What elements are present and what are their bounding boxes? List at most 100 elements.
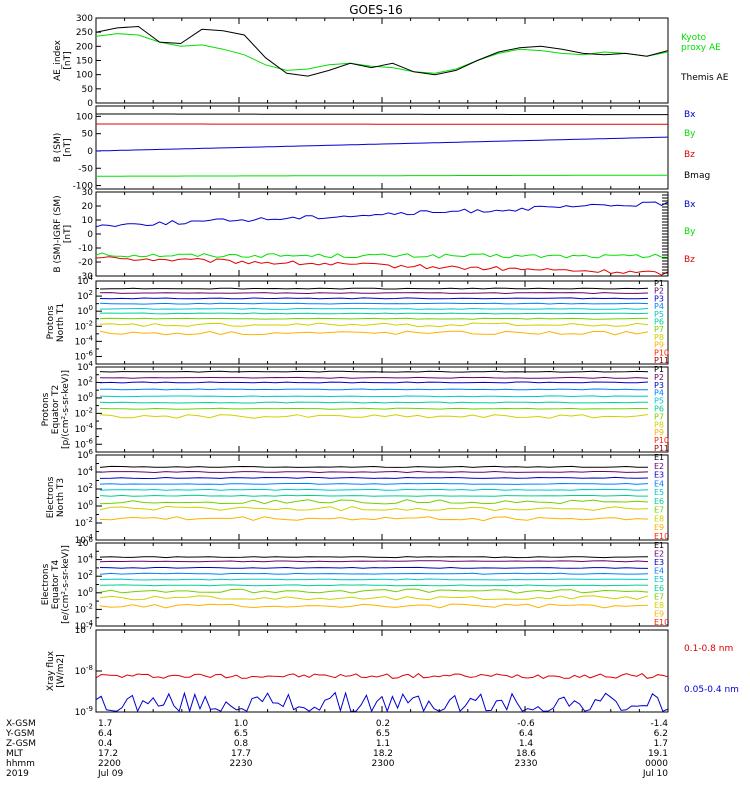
particles-2-y-tick-label: 10-4 bbox=[75, 422, 94, 435]
particles-1-channel-p7 bbox=[99, 317, 648, 320]
particles-3-channel-e3 bbox=[99, 476, 649, 480]
particles-3-legend-e8: E8 bbox=[654, 514, 664, 523]
xaxis-value: 6.5 bbox=[376, 729, 390, 739]
particles-2-legend-p2: P2 bbox=[654, 373, 664, 382]
panel-frame-3 bbox=[95, 191, 669, 277]
particles-4-legend-e4: E4 bbox=[654, 567, 664, 576]
ae-y-tick-label: 300 bbox=[76, 14, 93, 24]
xaxis-value: 1.0 bbox=[234, 719, 249, 729]
particles-2-legend-p4: P4 bbox=[654, 389, 664, 398]
b-igrf-y-tick-label: 0 bbox=[87, 230, 93, 240]
particles-2-legend-p10: P10 bbox=[654, 436, 669, 445]
b-sm-series-by bbox=[96, 174, 668, 177]
particles-2-legend-p1: P1 bbox=[654, 365, 664, 374]
b-sm-y-label-line: [nT] bbox=[63, 138, 73, 156]
xray-legend-long: 0.1-0.8 nm bbox=[684, 644, 733, 654]
particles-2-legend-p11: P11 bbox=[654, 444, 669, 453]
b-sm-y-tick-label: 100 bbox=[76, 112, 93, 122]
xaxis-row-2019: 2019 bbox=[6, 769, 29, 779]
particles-1-legend-p5: P5 bbox=[654, 310, 664, 319]
xaxis-value: 18.2 bbox=[373, 749, 393, 759]
particles-1-channel-p2 bbox=[99, 292, 649, 295]
b-igrf-legend-by: By bbox=[684, 227, 696, 237]
particles-3-y-tick-label: 104 bbox=[77, 465, 93, 478]
xaxis-row-x-gsm: X-GSM bbox=[6, 719, 36, 729]
b-igrf-y-label-line: B (SM)-IGRF (SM) bbox=[53, 195, 63, 272]
xaxis-value: 18.6 bbox=[516, 749, 536, 759]
particles-4-channel-e4 bbox=[99, 572, 649, 575]
particles-3-channel-e5 bbox=[99, 488, 649, 491]
xaxis-value: Jul 10 bbox=[642, 769, 668, 779]
xaxis-value: 6.4 bbox=[98, 729, 113, 739]
b-igrf-y-tick-label: -10 bbox=[78, 244, 93, 254]
xaxis-value: 1.4 bbox=[519, 739, 534, 749]
particles-2-channel-p8 bbox=[99, 414, 649, 419]
particles-1-channel-p4 bbox=[99, 302, 649, 305]
particles-4-channel-e8 bbox=[99, 595, 649, 601]
particles-1-y-label: Protons North T1 bbox=[46, 303, 66, 342]
ae-y-label-line: AE_index bbox=[53, 39, 63, 81]
particles-1-channel-p6 bbox=[100, 312, 649, 315]
xaxis-value: 1.7 bbox=[654, 739, 668, 749]
xaxis-value: 1.1 bbox=[376, 739, 390, 749]
xaxis-value: 1.7 bbox=[98, 719, 112, 729]
b-sm-y-tick-label: 50 bbox=[82, 130, 94, 140]
xaxis-value: 6.4 bbox=[519, 729, 534, 739]
ae-y-tick-label: 100 bbox=[76, 71, 93, 81]
particles-3-legend-e6: E6 bbox=[654, 497, 664, 506]
particles-4-y-tick-label: 10-2 bbox=[75, 602, 93, 615]
particles-4-y-tick-label: 106 bbox=[77, 536, 93, 549]
particles-2-legend-p3: P3 bbox=[654, 381, 664, 390]
particles-1-legend-p11: P11 bbox=[654, 356, 669, 365]
b-sm-y-tick-label: -100 bbox=[73, 182, 94, 192]
particles-4-y-label-line: Electrons bbox=[41, 563, 51, 605]
particles-3-legend-e4: E4 bbox=[654, 479, 664, 488]
particles-1-y-tick-label: 100 bbox=[77, 304, 93, 317]
xaxis-value: 17.7 bbox=[231, 749, 251, 759]
particles-1-legend-p7: P7 bbox=[654, 325, 664, 334]
particles-1-legend-p8: P8 bbox=[654, 333, 664, 342]
xaxis-value: 2330 bbox=[515, 759, 538, 769]
xaxis-value: 17.2 bbox=[98, 749, 118, 759]
particles-3-channel-e6 bbox=[99, 494, 648, 497]
particles-1-y-tick-label: 10-2 bbox=[75, 319, 93, 332]
particles-4-legend-e1: E1 bbox=[654, 541, 664, 550]
ae-y-label: AE_index [nT] bbox=[53, 39, 73, 81]
xaxis-row-y-gsm: Y-GSM bbox=[5, 729, 34, 739]
b-igrf-y-tick-label: -20 bbox=[78, 258, 93, 268]
b-sm-series-bmag bbox=[96, 113, 668, 116]
particles-1-legend-p4: P4 bbox=[654, 302, 664, 311]
particles-4-y-label-line: [e/(cm²-s-sr-keV)] bbox=[61, 545, 71, 624]
xaxis-value: 0000 bbox=[645, 759, 668, 769]
particles-2-channel-p4 bbox=[100, 388, 649, 391]
xaxis-value: 2200 bbox=[98, 759, 121, 769]
particles-1-y-tick-label: 10-4 bbox=[75, 334, 94, 347]
particles-4-y-tick-label: 104 bbox=[77, 553, 93, 566]
particles-2-legend-p7: P7 bbox=[654, 412, 664, 421]
particles-3-channel-e8 bbox=[99, 505, 649, 512]
particles-3-channel-e9 bbox=[99, 516, 649, 522]
particles-2-y-tick-label: 10-2 bbox=[75, 406, 93, 419]
particles-1-y-tick-label: 102 bbox=[77, 289, 93, 302]
particles-2-y-tick-label: 102 bbox=[77, 375, 93, 388]
particles-2-channel-p2 bbox=[99, 376, 649, 379]
particles-2-legend-p5: P5 bbox=[654, 397, 664, 406]
b-igrf-y-tick-label: 30 bbox=[82, 188, 94, 198]
particles-4-channel-e6 bbox=[99, 584, 649, 587]
particles-4-legend-e2: E2 bbox=[654, 550, 664, 559]
particles-4-legend-e3: E3 bbox=[654, 558, 664, 567]
b-sm-y-label-line: B (SM) bbox=[53, 133, 63, 163]
xray-legend-short: 0.05-0.4 nm bbox=[684, 685, 739, 695]
particles-1-y-tick-label: 104 bbox=[77, 274, 93, 287]
ae-y-tick-label: 0 bbox=[87, 99, 93, 109]
xaxis-value: 6.2 bbox=[654, 729, 668, 739]
xray-y-tick-label: 10-7 bbox=[75, 623, 93, 636]
particles-3-channel-e2 bbox=[99, 470, 649, 474]
panel-frame-8 bbox=[95, 629, 669, 713]
xray-y-label-line: Xray flux bbox=[46, 650, 56, 691]
xray-series-0 bbox=[95, 672, 669, 679]
particles-2-channel-p3 bbox=[99, 381, 649, 384]
particles-4-legend-e7: E7 bbox=[654, 592, 664, 601]
b-igrf-legend-bx: Bx bbox=[684, 200, 696, 210]
